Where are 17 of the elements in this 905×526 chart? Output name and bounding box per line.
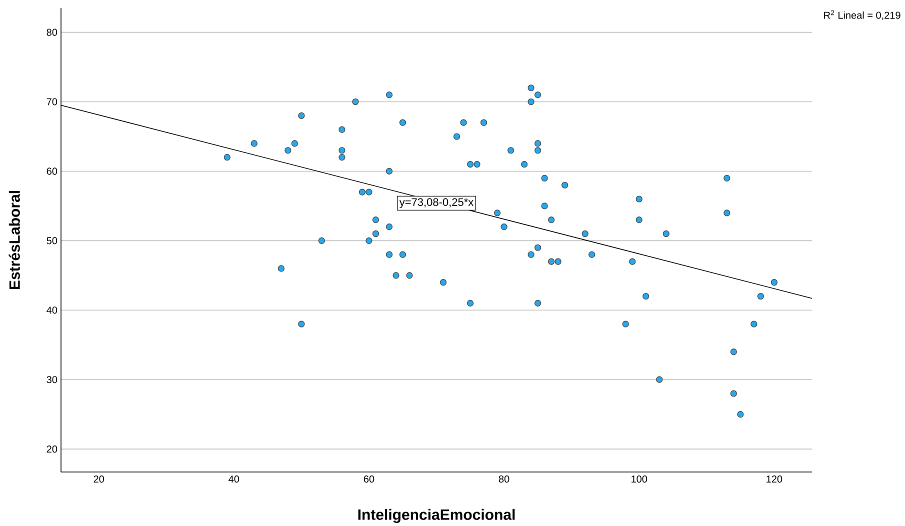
- x-tick-label: 100: [632, 476, 648, 483]
- x-tick-label: 80: [498, 476, 510, 483]
- y-tick-label: 20: [46, 446, 58, 453]
- y-axis-title: EstrésLaboral: [8, 191, 20, 290]
- y-tick-label: 50: [46, 237, 58, 244]
- x-tick-label: 60: [364, 476, 374, 483]
- text: R$^{2}$ Lineal = 0,219: [824, 10, 900, 20]
- y-tick-label: 70: [46, 98, 58, 106]
- y-tick-label: 60: [46, 168, 58, 175]
- y-tick-label: 30: [46, 376, 58, 384]
- x-tick-label: 20: [94, 476, 104, 483]
- x-tick-label: 40: [228, 476, 240, 483]
- y-tick-label: 80: [46, 28, 58, 36]
- y-tick-label: 40: [46, 306, 58, 314]
- x-axis-title: InteligenciaEmocional: [358, 508, 515, 523]
- annotation: y=73,08-0,25*x: [399, 198, 474, 208]
- x-tick-label: 120: [766, 476, 782, 483]
